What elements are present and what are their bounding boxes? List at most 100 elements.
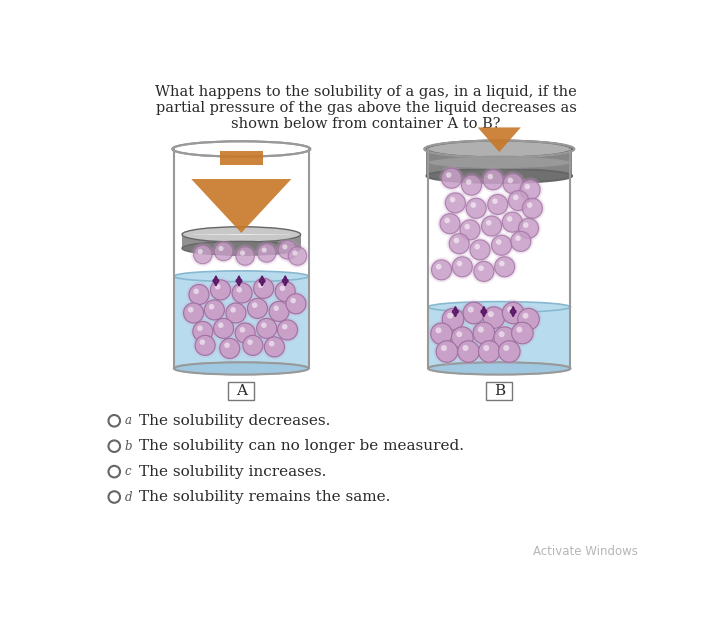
- Circle shape: [234, 322, 257, 344]
- Circle shape: [463, 345, 468, 351]
- Circle shape: [278, 241, 297, 259]
- Circle shape: [446, 231, 472, 257]
- Circle shape: [240, 250, 245, 256]
- Circle shape: [500, 300, 526, 327]
- Circle shape: [251, 276, 276, 301]
- Circle shape: [217, 336, 242, 361]
- Circle shape: [473, 260, 495, 283]
- Circle shape: [109, 441, 120, 452]
- Circle shape: [256, 242, 277, 264]
- Circle shape: [435, 339, 459, 364]
- Circle shape: [433, 338, 460, 365]
- Circle shape: [254, 316, 280, 341]
- Circle shape: [453, 238, 459, 243]
- Circle shape: [453, 257, 473, 277]
- Circle shape: [478, 327, 484, 332]
- Circle shape: [468, 238, 492, 262]
- Circle shape: [517, 217, 540, 240]
- Circle shape: [507, 189, 530, 212]
- Circle shape: [218, 246, 224, 251]
- Circle shape: [109, 466, 120, 477]
- Ellipse shape: [174, 271, 309, 282]
- Circle shape: [518, 177, 543, 202]
- Text: B: B: [493, 384, 505, 398]
- Circle shape: [450, 197, 455, 202]
- Text: partial pressure of the gas above the liquid decreases as: partial pressure of the gas above the li…: [156, 101, 576, 115]
- Circle shape: [191, 243, 214, 267]
- Circle shape: [263, 336, 286, 358]
- Circle shape: [232, 283, 252, 303]
- Circle shape: [525, 184, 530, 190]
- Circle shape: [435, 327, 441, 333]
- Circle shape: [456, 339, 480, 364]
- Circle shape: [254, 278, 274, 298]
- Circle shape: [432, 260, 452, 280]
- Circle shape: [458, 217, 483, 243]
- Circle shape: [509, 320, 536, 346]
- Ellipse shape: [174, 362, 309, 375]
- Circle shape: [444, 191, 467, 214]
- Text: b: b: [124, 440, 132, 453]
- Bar: [182, 234, 300, 248]
- Circle shape: [500, 301, 526, 325]
- Circle shape: [475, 338, 503, 365]
- Circle shape: [485, 191, 511, 217]
- Circle shape: [236, 246, 255, 265]
- Circle shape: [445, 193, 465, 213]
- Circle shape: [483, 170, 503, 190]
- Ellipse shape: [182, 241, 300, 255]
- Circle shape: [282, 324, 287, 329]
- Circle shape: [468, 237, 493, 262]
- Circle shape: [523, 198, 543, 218]
- Circle shape: [463, 302, 485, 324]
- Circle shape: [515, 306, 542, 332]
- Circle shape: [483, 307, 505, 329]
- Circle shape: [473, 322, 495, 344]
- Circle shape: [243, 336, 263, 355]
- Circle shape: [500, 209, 525, 235]
- Circle shape: [184, 303, 204, 323]
- Circle shape: [520, 195, 545, 221]
- Circle shape: [197, 325, 203, 331]
- Circle shape: [501, 172, 525, 195]
- Circle shape: [280, 286, 285, 291]
- Circle shape: [213, 241, 235, 262]
- Circle shape: [212, 317, 235, 340]
- Circle shape: [507, 307, 513, 313]
- Circle shape: [214, 242, 233, 260]
- Circle shape: [449, 324, 475, 351]
- Bar: [220, 151, 263, 165]
- Circle shape: [290, 298, 296, 303]
- Circle shape: [211, 316, 236, 341]
- Circle shape: [193, 289, 199, 294]
- Circle shape: [109, 491, 120, 503]
- Circle shape: [258, 283, 264, 288]
- Circle shape: [252, 302, 257, 308]
- Circle shape: [257, 244, 276, 262]
- Circle shape: [436, 341, 458, 362]
- Circle shape: [478, 341, 500, 362]
- Circle shape: [475, 244, 480, 250]
- Circle shape: [188, 307, 194, 313]
- Circle shape: [506, 188, 531, 213]
- Circle shape: [273, 305, 279, 311]
- Circle shape: [500, 171, 526, 197]
- Circle shape: [194, 245, 212, 264]
- Circle shape: [230, 281, 254, 305]
- Circle shape: [439, 166, 464, 191]
- Circle shape: [191, 320, 214, 343]
- Bar: [174, 276, 309, 368]
- Circle shape: [441, 345, 447, 351]
- Circle shape: [287, 245, 308, 267]
- FancyBboxPatch shape: [228, 382, 255, 400]
- Circle shape: [486, 220, 492, 226]
- Circle shape: [246, 297, 269, 320]
- Circle shape: [521, 197, 544, 220]
- Circle shape: [230, 307, 236, 313]
- Circle shape: [189, 284, 209, 305]
- Circle shape: [440, 306, 467, 332]
- Circle shape: [292, 250, 297, 256]
- Circle shape: [457, 261, 463, 267]
- Circle shape: [460, 300, 488, 327]
- Circle shape: [468, 307, 474, 313]
